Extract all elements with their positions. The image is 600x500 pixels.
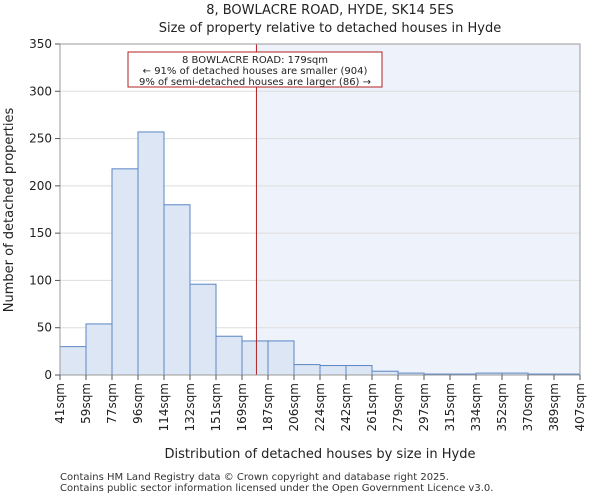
footer-line1: Contains HM Land Registry data © Crown c…	[60, 472, 449, 483]
chart-title: 8, BOWLACRE ROAD, HYDE, SK14 5ES	[206, 3, 454, 18]
x-tick-label: 59sqm	[79, 383, 93, 424]
x-tick-label: 151sqm	[209, 383, 223, 431]
y-tick-label: 300	[29, 84, 52, 98]
y-axis-label: Number of detached properties	[2, 108, 17, 313]
y-tick-label: 200	[29, 179, 52, 193]
annotation-line3: 9% of semi-detached houses are larger (8…	[139, 77, 371, 88]
x-tick-label: 224sqm	[313, 383, 327, 431]
bar	[319, 365, 347, 376]
y-tick-label: 250	[29, 132, 52, 146]
annotation-box: 8 BOWLACRE ROAD: 179sqm ← 91% of detache…	[127, 51, 383, 88]
bar	[215, 335, 243, 376]
plot-area: 0 50 100 150 200 250 300 350 41sqm 59sqm 77sqm 96sq…	[29, 37, 587, 431]
x-tick-label: 41sqm	[53, 383, 67, 424]
bar	[267, 340, 295, 376]
x-tick-label: 242sqm	[339, 383, 353, 431]
bar	[85, 323, 113, 376]
bar	[137, 131, 165, 376]
x-tick-label: 407sqm	[573, 383, 587, 431]
x-tick-label: 389sqm	[547, 383, 561, 431]
x-tick-label: 206sqm	[287, 383, 301, 431]
y-tick-label: 50	[37, 321, 52, 335]
bar	[293, 364, 321, 376]
x-tick-label: 297sqm	[417, 383, 431, 431]
x-tick-label: 279sqm	[391, 383, 405, 431]
x-tick-label: 77sqm	[105, 383, 119, 424]
y-tick-label: 150	[29, 226, 52, 240]
annotation-line1: 8 BOWLACRE ROAD: 179sqm	[182, 55, 328, 66]
bar	[371, 370, 399, 376]
x-tick-label: 334sqm	[469, 383, 483, 431]
x-tick-label: 169sqm	[235, 383, 249, 431]
x-tick-label: 315sqm	[443, 383, 457, 431]
x-tick-label: 187sqm	[261, 383, 275, 431]
y-tick-label: 350	[29, 37, 52, 51]
bar	[111, 168, 139, 376]
annotation-frame	[127, 51, 383, 88]
bar	[345, 365, 373, 376]
x-tick-label: 114sqm	[157, 383, 171, 431]
y-tick-label: 100	[29, 273, 52, 287]
bar	[241, 340, 269, 376]
annotation-line2: ← 91% of detached houses are smaller (90…	[143, 66, 368, 77]
bar	[163, 204, 191, 376]
bar	[59, 346, 87, 376]
bar	[189, 283, 217, 376]
x-tick-label: 352sqm	[495, 383, 509, 431]
x-tick-label: 261sqm	[365, 383, 379, 431]
x-tick-label: 96sqm	[131, 383, 145, 424]
x-axis-label: Distribution of detached houses by size …	[165, 447, 476, 462]
chart-subtitle: Size of property relative to detached ho…	[159, 21, 502, 36]
footer-line2: Contains public sector information licen…	[60, 483, 494, 494]
larger-region-shade	[256, 44, 580, 375]
y-tick-label: 0	[44, 368, 52, 382]
x-tick-label: 132sqm	[183, 383, 197, 431]
x-tick-label: 370sqm	[521, 383, 535, 431]
